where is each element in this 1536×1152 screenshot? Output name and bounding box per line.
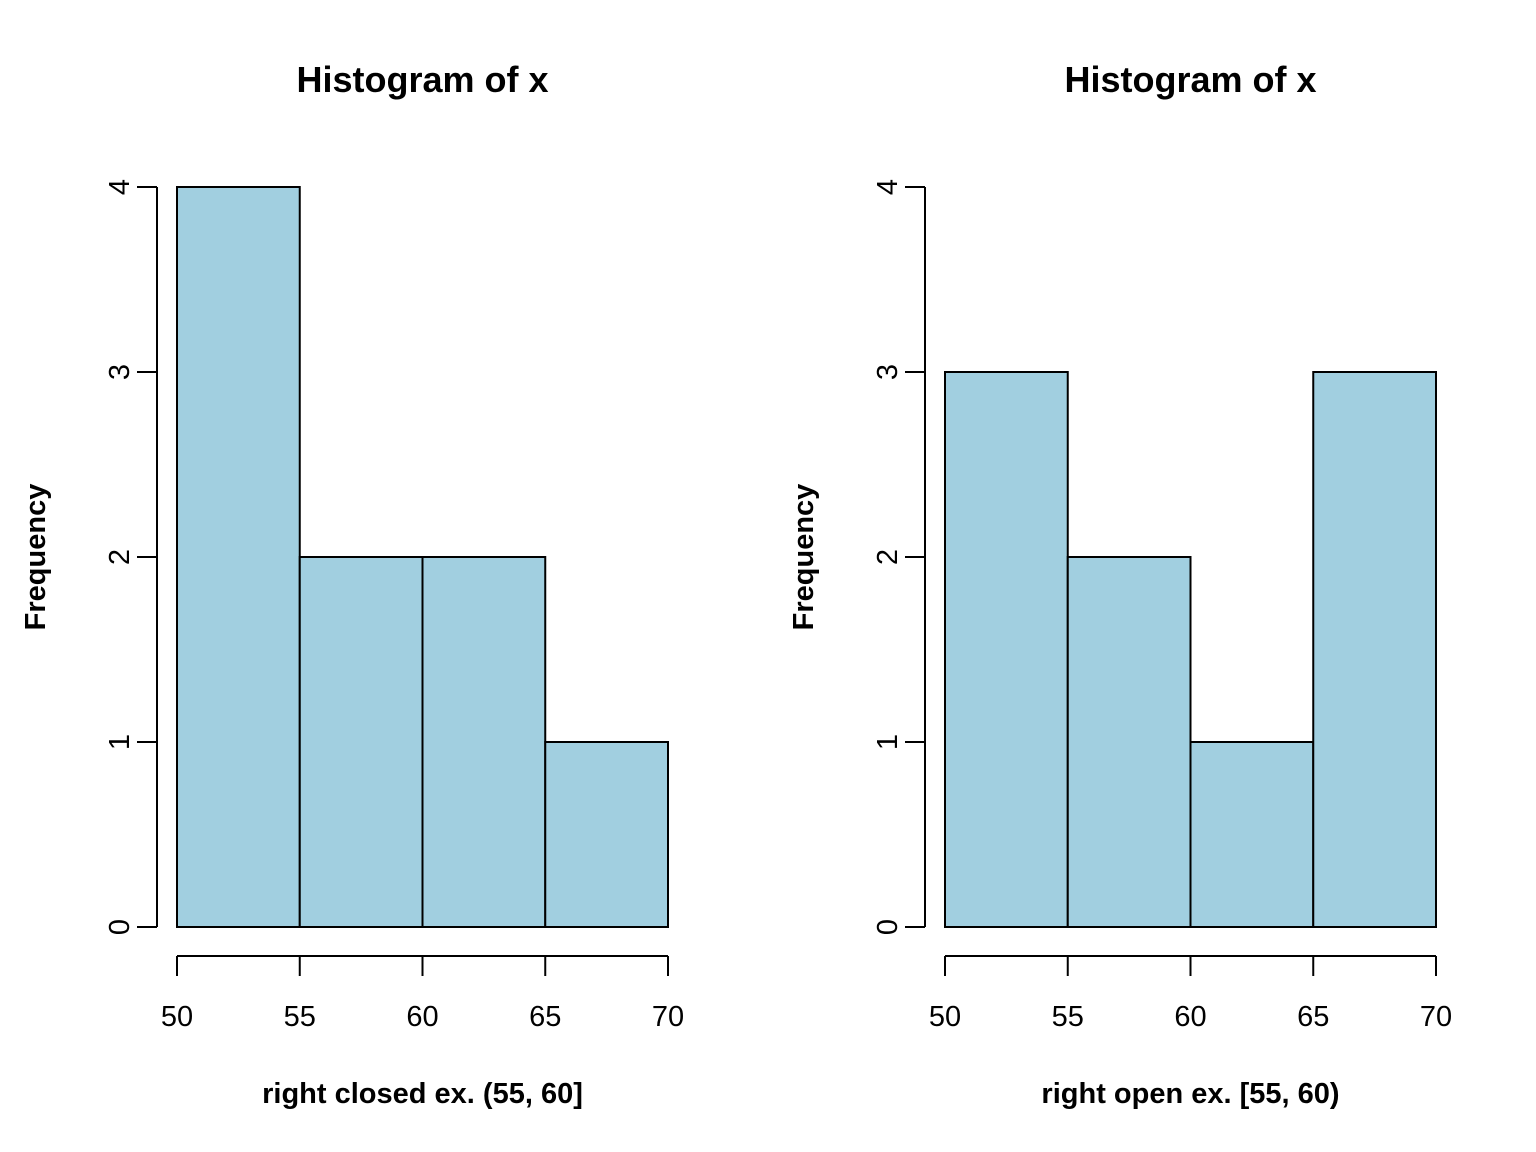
y-tick-label: 0 <box>104 919 136 935</box>
y-axis-label: Frequency <box>20 484 52 631</box>
x-tick-label: 65 <box>1297 1001 1329 1033</box>
histogram-bar <box>544 741 669 928</box>
histogram-panel-2: Histogram of x 0 1 2 3 4 50 55 60 65 70 right open … <box>788 59 1452 1110</box>
x-tick-label: 70 <box>1420 1001 1452 1033</box>
y-tick-label: 2 <box>104 549 136 565</box>
histogram-bar <box>298 556 424 928</box>
x-tick-label: 55 <box>284 1001 316 1033</box>
y-axis-label: Frequency <box>788 484 820 631</box>
y-tick-label: 1 <box>104 734 136 750</box>
chart-title: Histogram of x <box>1064 59 1316 100</box>
x-tick-label: 60 <box>1174 1001 1206 1033</box>
x-tick-label: 50 <box>161 1001 193 1033</box>
histogram-bar <box>421 556 547 928</box>
y-tick-label: 3 <box>872 364 904 380</box>
x-tick-label: 55 <box>1052 1001 1084 1033</box>
x-tick-label: 60 <box>406 1001 438 1033</box>
histogram-panel-1: Histogram of x 0 1 2 3 4 50 55 60 65 70 right close… <box>20 59 684 1110</box>
y-tick-label: 4 <box>104 179 136 195</box>
y-tick-label: 2 <box>872 549 904 565</box>
chart-title: Histogram of x <box>296 59 548 100</box>
x-tick-label: 50 <box>929 1001 961 1033</box>
y-tick-label: 3 <box>104 364 136 380</box>
x-tick-label: 65 <box>529 1001 561 1033</box>
histogram-bar <box>1189 741 1315 928</box>
x-tick-label: 70 <box>652 1001 684 1033</box>
histogram-bar <box>1312 371 1437 928</box>
x-axis-label: right open ex. [55, 60) <box>1041 1078 1339 1110</box>
y-tick-label: 1 <box>872 734 904 750</box>
x-axis-label: right closed ex. (55, 60] <box>262 1078 583 1110</box>
histogram-bar <box>176 186 301 928</box>
histogram-bar <box>1066 556 1192 928</box>
histogram-bar <box>944 371 1069 928</box>
y-tick-label: 4 <box>872 179 904 195</box>
y-tick-label: 0 <box>872 919 904 935</box>
